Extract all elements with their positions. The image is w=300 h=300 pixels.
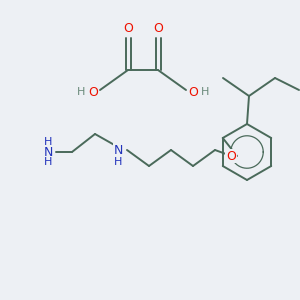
Text: O: O (188, 85, 198, 98)
Text: H: H (77, 87, 85, 97)
Text: H: H (44, 137, 52, 147)
Text: H: H (114, 157, 122, 167)
Text: O: O (153, 22, 163, 35)
Text: O: O (88, 85, 98, 98)
Text: O: O (226, 149, 236, 163)
Text: H: H (201, 87, 209, 97)
Text: H: H (44, 157, 52, 167)
Text: N: N (113, 143, 123, 157)
Text: N: N (43, 146, 53, 158)
Text: O: O (123, 22, 133, 35)
